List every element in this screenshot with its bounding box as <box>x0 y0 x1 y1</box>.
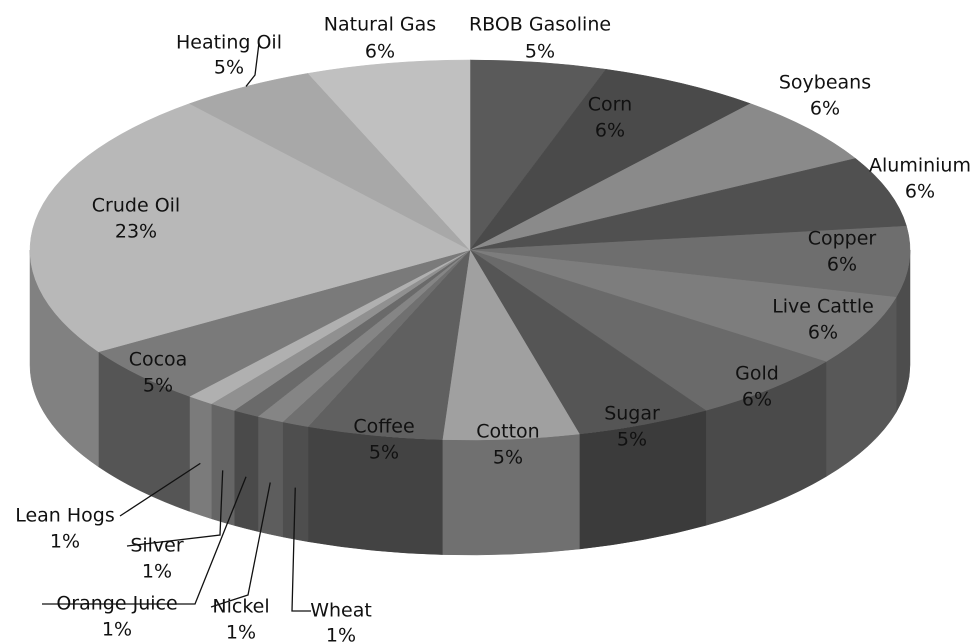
slice-label-name: Cocoa <box>129 349 188 371</box>
slice <box>29 103 471 353</box>
slice-label-name: Corn <box>588 94 632 116</box>
slice-top <box>469 249 897 362</box>
slice-label-value: 6% <box>827 254 857 276</box>
slice-label-value: 5% <box>143 375 173 397</box>
slice-label-value: 5% <box>369 442 399 464</box>
slice <box>469 249 897 362</box>
slice-label-value: 23% <box>115 221 157 243</box>
slice-label-name: Silver <box>130 535 184 557</box>
leader-line <box>210 482 271 608</box>
slice-label-name: Live Cattle <box>772 296 874 318</box>
leader-line <box>291 487 311 612</box>
slice-label-name: Soybeans <box>779 72 871 94</box>
slice-label-name: Wheat <box>310 600 372 622</box>
slice-label-value: 5% <box>617 429 647 451</box>
slice-label-name: Heating Oil <box>176 32 282 54</box>
slice-top <box>29 103 471 353</box>
slice-label-name: Aluminium <box>869 155 971 177</box>
slice-label-name: Cotton <box>476 421 539 443</box>
slice-label-value: 5% <box>525 41 555 63</box>
slice-label-name: Crude Oil <box>92 195 180 217</box>
slice <box>469 103 857 251</box>
slice-label-value: 6% <box>905 181 935 203</box>
slice-side <box>233 410 259 532</box>
slice-label-name: Coffee <box>353 416 414 438</box>
slice <box>469 249 827 411</box>
slice-label-value: 1% <box>102 619 132 641</box>
slice-side <box>257 416 283 538</box>
slice-label-name: Gold <box>735 363 779 385</box>
slice <box>307 59 471 251</box>
slice-label-value: 1% <box>142 561 172 583</box>
slice <box>469 69 752 251</box>
slice-top <box>469 249 827 411</box>
pie-sides <box>29 249 911 556</box>
slice-top <box>469 158 907 251</box>
slice-label-value: 6% <box>365 41 395 63</box>
slice-label-name: Nickel <box>212 596 269 618</box>
pie-tops <box>29 59 911 441</box>
slice-label-value: 5% <box>493 447 523 469</box>
slice-top <box>469 225 911 298</box>
slice-label-value: 5% <box>214 57 244 79</box>
slice-side <box>211 403 235 526</box>
slice-label-value: 6% <box>595 120 625 142</box>
slice-side <box>189 396 212 520</box>
slice-label-value: 6% <box>808 322 838 344</box>
slice-label-value: 1% <box>226 622 256 644</box>
slice-label-name: Sugar <box>604 403 660 425</box>
slice-label-name: Lean Hogs <box>15 505 115 527</box>
slice-label-value: 6% <box>742 389 772 411</box>
leader-line <box>42 476 247 605</box>
slice-top <box>469 69 752 251</box>
leader-line <box>119 462 201 517</box>
slice-label-value: 1% <box>50 531 80 553</box>
slice-top <box>469 103 857 251</box>
labels: RBOB Gasoline 5% Corn 6% Soybeans 6% Aluminium… <box>15 14 971 644</box>
slice-label-name: Natural Gas <box>324 14 436 36</box>
slice-label-name: RBOB Gasoline <box>469 14 611 36</box>
slice-top <box>307 59 471 251</box>
slice-label-value: 6% <box>810 98 840 120</box>
slice-label-name: Copper <box>808 228 877 250</box>
leader-line <box>245 42 260 87</box>
leader-line <box>126 470 224 547</box>
slice <box>469 225 911 298</box>
slice-label-value: 1% <box>326 625 356 644</box>
slice <box>469 158 907 251</box>
slice-side <box>282 421 309 542</box>
